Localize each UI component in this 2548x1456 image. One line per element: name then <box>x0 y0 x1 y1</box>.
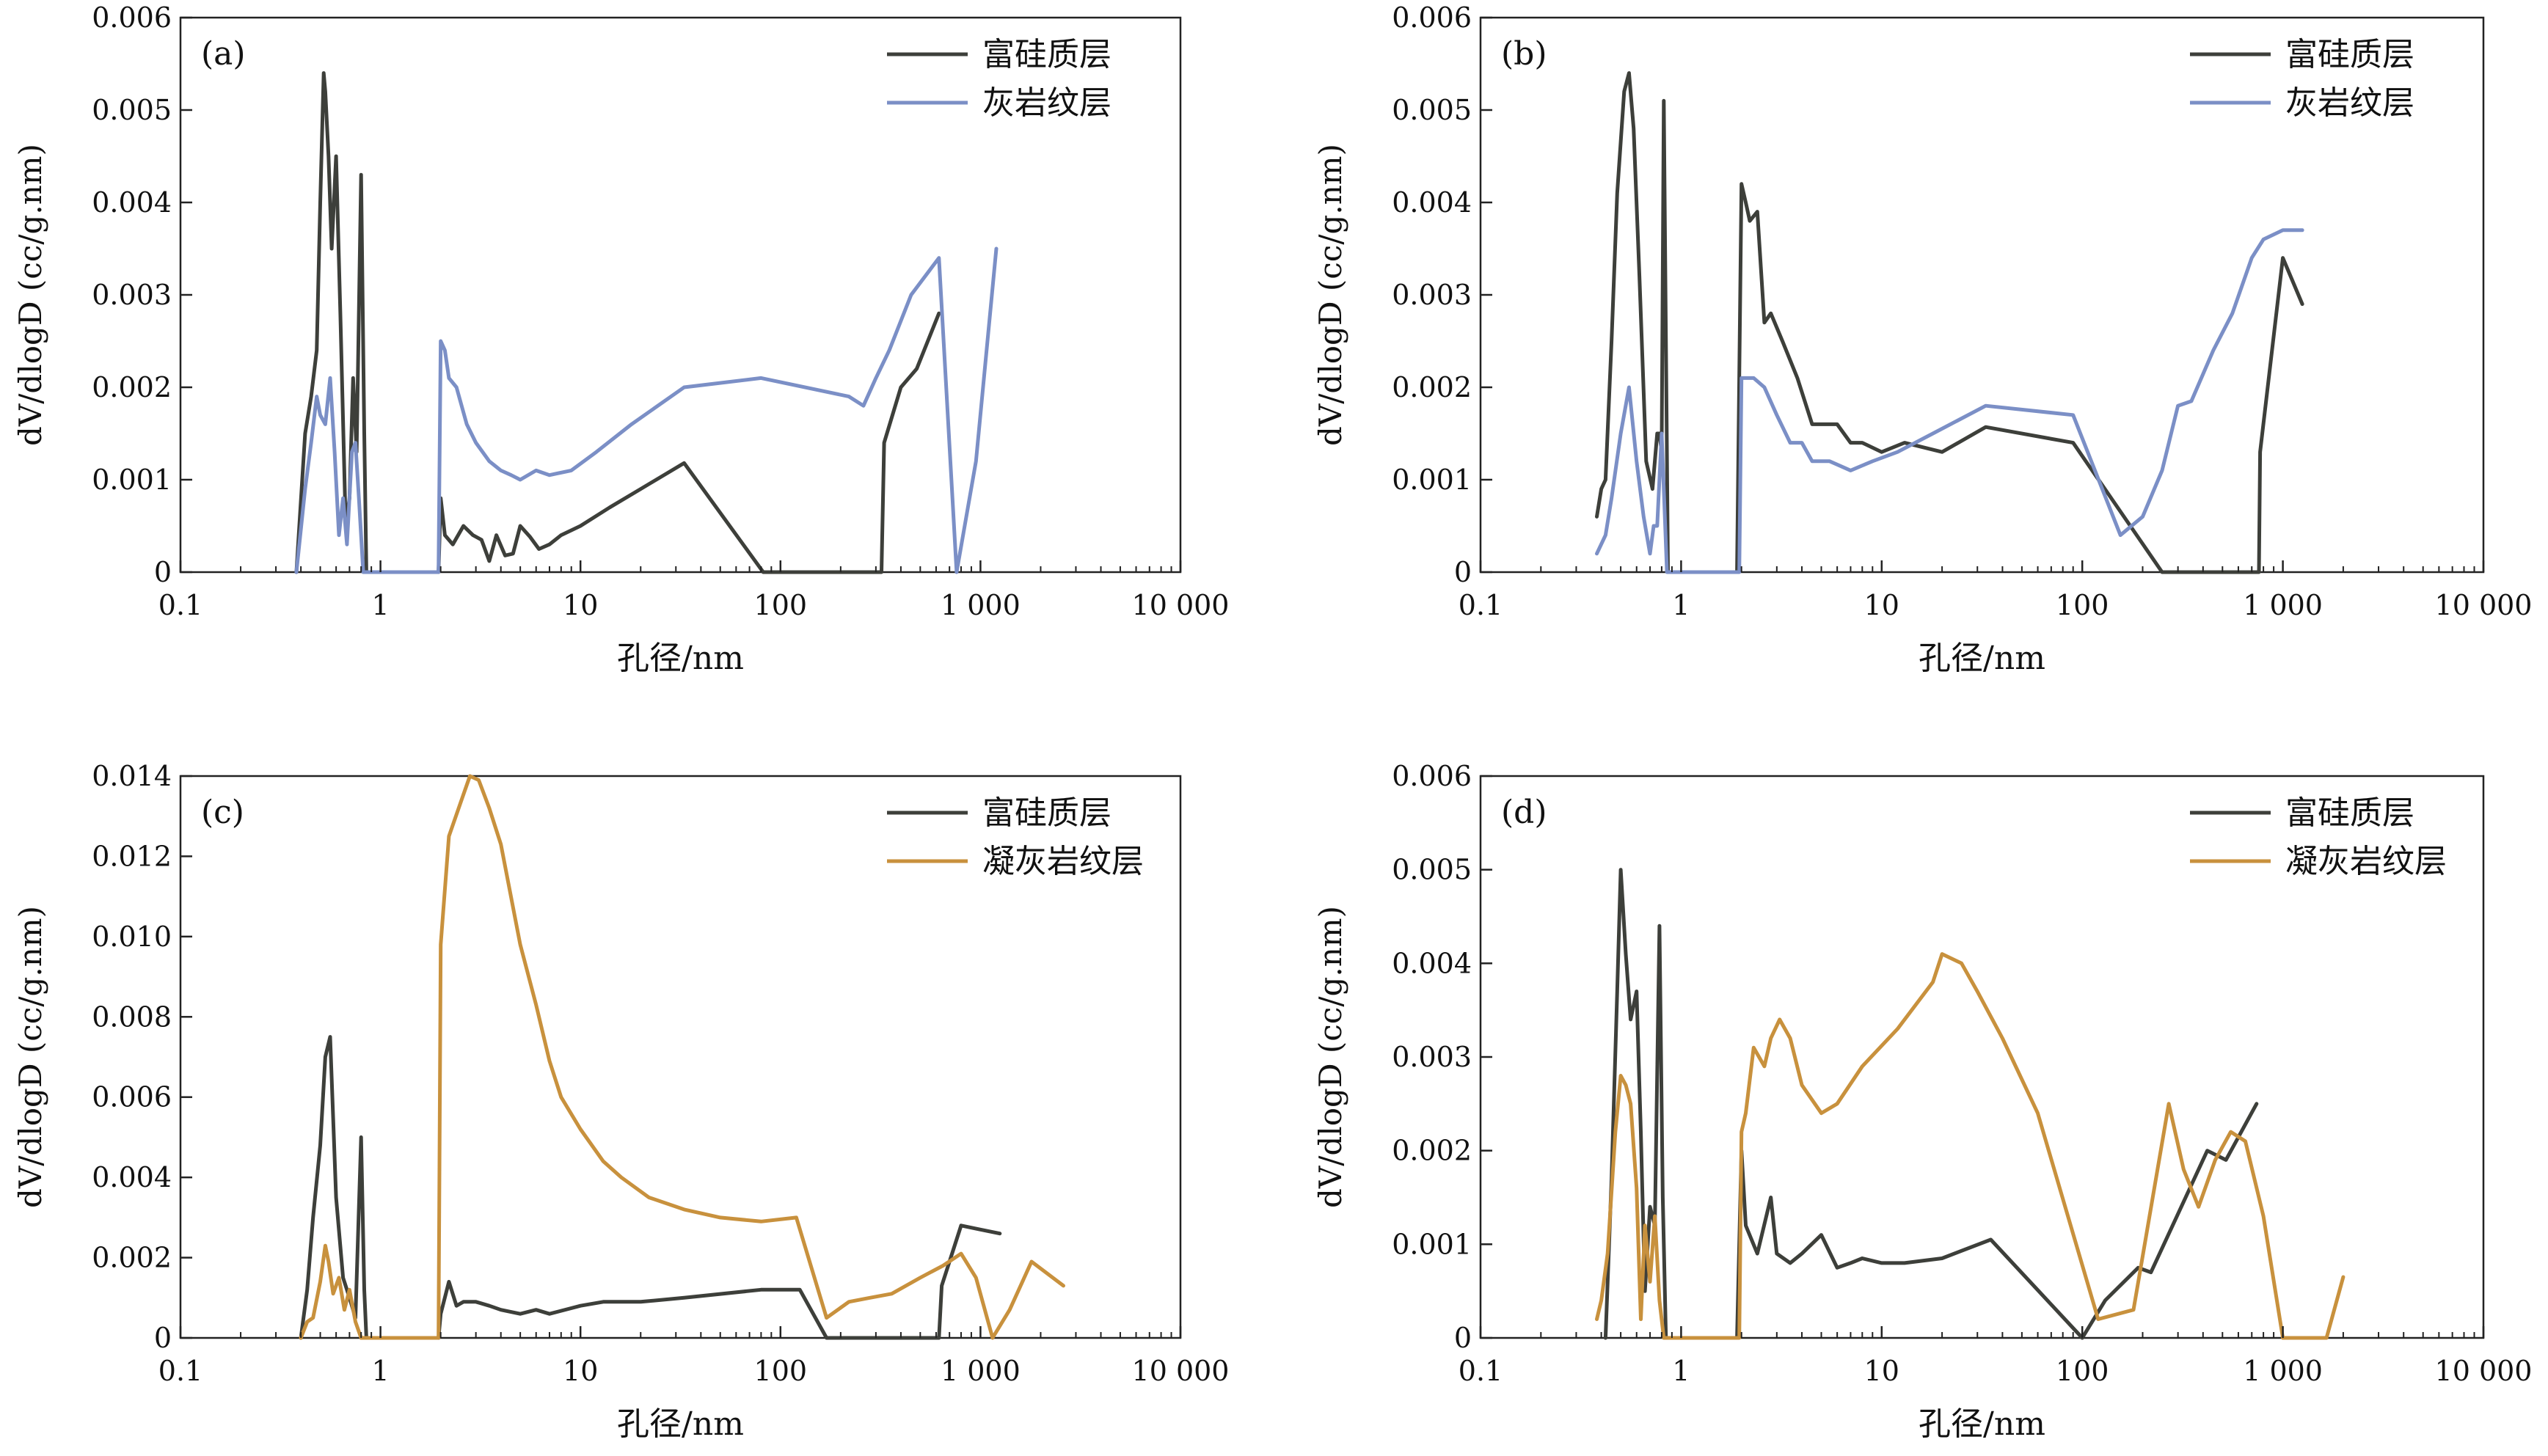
x-tick-label: 100 <box>754 589 808 621</box>
x-axis-label: 孔径/nm <box>617 640 744 677</box>
x-tick-label: 1 000 <box>941 589 1021 621</box>
x-tick-label: 100 <box>2056 589 2109 621</box>
x-tick-label: 0.1 <box>1459 1355 1503 1387</box>
y-tick-label: 0.001 <box>1392 464 1472 496</box>
x-tick-label: 1 <box>372 589 390 621</box>
series-line-1 <box>1595 71 2304 574</box>
y-tick-label: 0.014 <box>92 760 172 792</box>
y-tick-label: 0.002 <box>1392 371 1472 403</box>
x-axis-label: 孔径/nm <box>1919 640 2045 677</box>
y-axis-label: dV/dlogD (cc/g.nm) <box>1313 906 1348 1208</box>
panel-label: (a) <box>201 35 246 73</box>
panel-label: (d) <box>1501 794 1547 831</box>
y-tick-label: 0.006 <box>1392 760 1472 792</box>
chart-panel-3: 0 0.002 0.004 0.006 0.008 0.010 0.012 0.014 0.1 1… <box>12 760 1229 1443</box>
y-tick-label: 0 <box>154 1322 172 1354</box>
series-line-1 <box>294 71 941 574</box>
y-tick-label: 0.002 <box>92 371 172 403</box>
x-tick-label: 10 <box>563 1355 598 1387</box>
x-tick-label: 1 <box>372 1355 390 1387</box>
y-tick-label: 0.002 <box>92 1242 172 1274</box>
plot-frame <box>179 775 1182 1339</box>
y-tick-label: 0.004 <box>92 186 172 219</box>
x-tick-label: 10 000 <box>2435 589 2533 621</box>
x-tick-label: 10 000 <box>2435 1355 2533 1387</box>
y-tick-label: 0.004 <box>92 1161 172 1193</box>
y-tick-label: 0.001 <box>92 464 172 496</box>
x-tick-label: 10 <box>563 589 598 621</box>
x-tick-label: 0.1 <box>158 1355 202 1387</box>
y-tick-label: 0.006 <box>92 1 172 34</box>
legend-label-2: 凝灰岩纹层 <box>2285 843 2447 880</box>
y-tick-label: 0.002 <box>1392 1135 1472 1167</box>
legend-label-1: 富硅质层 <box>2285 36 2414 73</box>
y-axis-label: dV/dlogD (cc/g.nm) <box>12 906 48 1208</box>
x-tick-label: 10 <box>1864 1355 1899 1387</box>
y-tick-label: 0.005 <box>92 94 172 126</box>
legend-label-2: 灰岩纹层 <box>982 84 1111 122</box>
x-tick-label: 1 000 <box>2243 589 2323 621</box>
legend-label-1: 富硅质层 <box>982 36 1111 73</box>
y-axis-label: dV/dlogD (cc/g.nm) <box>1313 144 1348 446</box>
series-line-2 <box>1595 228 2304 574</box>
series-line-2 <box>294 246 999 574</box>
y-tick-label: 0 <box>1454 1322 1472 1354</box>
y-tick-label: 0.003 <box>92 279 172 311</box>
y-tick-label: 0.003 <box>1392 1041 1472 1073</box>
x-tick-label: 100 <box>2056 1355 2109 1387</box>
y-tick-label: 0.006 <box>92 1081 172 1113</box>
y-tick-label: 0.004 <box>1392 947 1472 979</box>
chart-panel-2: 0 0.001 0.002 0.003 0.004 0.005 0.006 0.1 1 10 100… <box>1313 1 2532 677</box>
y-tick-label: 0.012 <box>92 840 172 872</box>
x-axis-label: 孔径/nm <box>1919 1405 2045 1443</box>
chart-panel-1: 0 0.001 0.002 0.003 0.004 0.005 0.006 0.1 1 10 100… <box>12 1 1229 677</box>
y-tick-label: 0.005 <box>1392 854 1472 886</box>
series-line-1 <box>299 1035 1002 1340</box>
legend-label-2: 凝灰岩纹层 <box>982 843 1144 880</box>
series-line-2 <box>1595 952 2346 1340</box>
x-tick-label: 10 000 <box>1132 1355 1230 1387</box>
x-tick-label: 1 000 <box>2243 1355 2323 1387</box>
y-tick-label: 0.010 <box>92 921 172 953</box>
x-tick-label: 0.1 <box>1459 589 1503 621</box>
panel-label: (c) <box>201 794 244 831</box>
y-tick-label: 0.005 <box>1392 94 1472 126</box>
legend-label-2: 灰岩纹层 <box>2285 84 2414 122</box>
x-tick-label: 1 <box>1672 589 1690 621</box>
y-axis-label: dV/dlogD (cc/g.nm) <box>12 144 48 446</box>
y-tick-label: 0 <box>1454 556 1472 588</box>
x-tick-label: 100 <box>754 1355 808 1387</box>
y-tick-label: 0.006 <box>1392 1 1472 34</box>
chart-panel-4: 0 0.001 0.002 0.003 0.004 0.005 0.006 0.1 1 10 100… <box>1313 760 2532 1443</box>
y-tick-label: 0.004 <box>1392 186 1472 219</box>
x-tick-label: 1 000 <box>941 1355 1021 1387</box>
legend-label-1: 富硅质层 <box>982 794 1111 832</box>
series-line-1 <box>1603 868 2259 1340</box>
y-tick-label: 0.003 <box>1392 279 1472 311</box>
series-line-2 <box>299 774 1065 1340</box>
panel-label: (b) <box>1501 35 1547 73</box>
legend-label-1: 富硅质层 <box>2285 794 2414 832</box>
x-axis-label: 孔径/nm <box>617 1405 744 1443</box>
y-tick-label: 0.008 <box>92 1000 172 1033</box>
y-tick-label: 0 <box>154 556 172 588</box>
x-tick-label: 1 <box>1672 1355 1690 1387</box>
x-tick-label: 10 <box>1864 589 1899 621</box>
x-tick-label: 10 000 <box>1132 589 1230 621</box>
y-tick-label: 0.001 <box>1392 1228 1472 1260</box>
x-tick-label: 0.1 <box>158 589 202 621</box>
